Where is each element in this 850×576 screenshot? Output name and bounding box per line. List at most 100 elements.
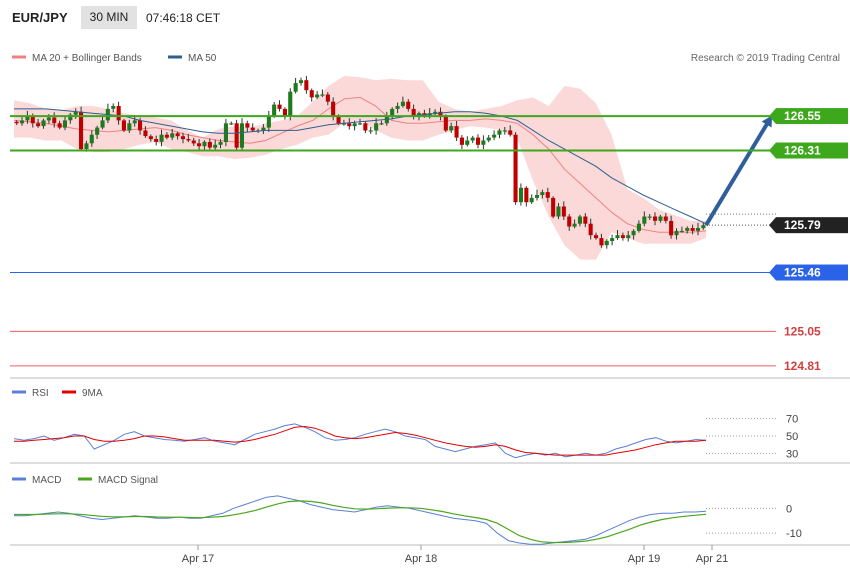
timeframe-button[interactable]: 30 MIN (81, 6, 137, 29)
candle-body (358, 123, 363, 125)
candle-body (642, 216, 647, 224)
candle-body (513, 134, 518, 203)
candle-body (620, 235, 625, 239)
candle-body (62, 120, 67, 128)
candle-body (690, 228, 695, 231)
level-label-text: 124.81 (784, 359, 821, 373)
x-tick-label: Apr 18 (405, 553, 437, 565)
bollinger-legend-label: MA 20 + Bollinger Bands (32, 53, 142, 64)
candle-body (288, 91, 293, 117)
candle-body (331, 101, 336, 117)
candle-body (325, 94, 330, 102)
candle-body (411, 108, 416, 117)
rsi-line (13, 423, 707, 459)
candle-body (14, 121, 19, 124)
candle-body (379, 123, 384, 125)
candle-body (588, 223, 593, 236)
candle-body (95, 127, 100, 135)
macd-tick-label: -10 (786, 528, 802, 540)
candle-body (293, 83, 298, 92)
candle-body (470, 137, 475, 141)
macd-tick-label: 0 (786, 503, 792, 515)
candle-body (390, 108, 395, 117)
candle-body (186, 139, 191, 141)
candle-body (261, 127, 266, 131)
candle-body (175, 133, 180, 137)
candle-body (701, 225, 706, 229)
candle-body (374, 123, 379, 131)
candle-body (615, 235, 620, 239)
candle-body (223, 123, 228, 142)
candle-body (127, 123, 132, 131)
level-label-pointer (769, 217, 776, 234)
candle-body (561, 206, 566, 217)
candle-body (164, 134, 169, 138)
candle-body (679, 230, 684, 233)
candle-body (309, 90, 314, 98)
candle-body (320, 94, 325, 96)
candle-body (524, 187, 529, 203)
ma50-line (14, 108, 707, 225)
x-tick-label: Apr 17 (182, 553, 214, 565)
x-tick-label: Apr 19 (628, 553, 660, 565)
candle-body (508, 130, 513, 135)
candle-body (535, 195, 540, 198)
candle-body (368, 130, 373, 132)
rsi-ma-legend-label: 9MA (82, 388, 103, 399)
candle-body (180, 136, 185, 140)
candle-body (73, 111, 78, 115)
candle-body (459, 137, 464, 145)
candle-body (84, 143, 89, 149)
bollinger-band-area (14, 75, 706, 260)
candle-body (57, 123, 62, 128)
candle-body (46, 117, 51, 121)
candle-body (282, 108, 287, 117)
candle-body (116, 106, 121, 121)
candle-body (540, 192, 545, 195)
candle-body (234, 123, 239, 148)
watermark: Research © 2019 Trading Central (691, 53, 840, 64)
candle-body (567, 216, 572, 227)
candle-body (336, 116, 341, 124)
x-tick-label: Apr 21 (696, 553, 728, 565)
candle-body (304, 80, 309, 91)
rsi-tick-label: 50 (786, 431, 798, 443)
level-label-pointer (769, 142, 776, 159)
candle-body (518, 187, 523, 203)
forecast-arrow-line (704, 117, 772, 227)
candle-body (79, 111, 84, 150)
candle-body (626, 235, 631, 239)
candle-body (658, 216, 663, 221)
candle-body (25, 116, 30, 121)
candle-body (610, 238, 615, 241)
candle-body (449, 126, 454, 131)
candle-body (545, 192, 550, 198)
candle-body (121, 120, 126, 131)
macd-line (14, 495, 707, 545)
level-label-pointer (769, 108, 776, 125)
macd-legend-label: MACD (32, 475, 61, 486)
candle-body (577, 216, 582, 224)
candle-body (36, 123, 41, 127)
candle-body (406, 101, 411, 109)
level-label-text: 125.05 (784, 324, 821, 338)
candle-body (347, 123, 352, 127)
candle-body (154, 139, 159, 142)
candle-body (492, 134, 497, 138)
ma50-legend-label: MA 50 (188, 53, 217, 64)
candle-body (551, 197, 556, 217)
candle-body (266, 116, 271, 128)
candle-body (438, 111, 443, 117)
candle-body (572, 223, 577, 227)
candle-body (583, 216, 588, 224)
candle-body (631, 230, 636, 236)
rsi-tick-label: 30 (786, 448, 798, 460)
timestamp: 07:46:18 CET (146, 11, 221, 25)
candle-body (159, 134, 164, 142)
candle-body (352, 123, 357, 127)
candle-body (465, 140, 470, 145)
candle-body (669, 220, 674, 236)
candle-body (207, 141, 212, 148)
candle-body (594, 235, 599, 239)
